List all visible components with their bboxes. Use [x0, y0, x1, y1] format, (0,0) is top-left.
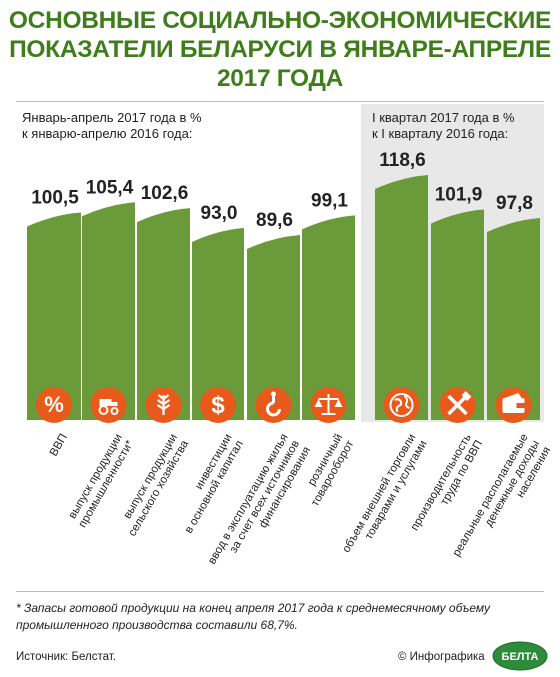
bottom-rule: [16, 591, 544, 592]
svg-text:БЕЛТА: БЕЛТА: [502, 651, 539, 663]
left-subtitle: Январь-апрель 2017 года в % к январю-апр…: [22, 110, 202, 142]
tractor-icon-glyph: [98, 399, 119, 415]
bar-value-label: 93,0: [201, 203, 238, 224]
title-line-2: ПОКАЗАТЕЛИ БЕЛАРУСИ В ЯНВАРЕ-АПРЕЛЕ: [9, 36, 551, 63]
page-title: ОСНОВНЫЕ СОЦИАЛЬНО-ЭКОНОМИЧЕСКИЕ ПОКАЗАТ…: [0, 6, 560, 93]
bar-value-label: 89,6: [256, 210, 293, 231]
bar-value-label: 102,6: [141, 183, 189, 204]
bar: [375, 175, 428, 420]
left-subtitle-line-2: к январю-апрелю 2016 года:: [22, 126, 193, 141]
scales-icon-glyph: [314, 394, 343, 415]
right-subtitle-line-1: I квартал 2017 года в %: [372, 110, 515, 125]
bar-value-label: 105,4: [86, 177, 134, 198]
crane-hook-icon: [255, 387, 292, 423]
svg-text:$: $: [211, 392, 225, 419]
bar: [192, 227, 244, 420]
bar: [27, 212, 81, 420]
bar-value-label: 97,8: [496, 193, 533, 214]
dollar-icon-glyph: $: [211, 392, 225, 419]
wheat-icon-glyph: [156, 394, 171, 415]
title-line-1: ОСНОВНЫЕ СОЦИАЛЬНО-ЭКОНОМИЧЕСКИЕ: [8, 7, 552, 34]
belta-logo: БЕЛТА: [492, 641, 548, 671]
title-line-3: 2017 ГОДА: [216, 65, 344, 92]
infographic-credit: © Инфографика: [398, 651, 485, 663]
dollar-icon: [200, 387, 236, 423]
left-subtitle-line-1: Январь-апрель 2017 года в %: [22, 110, 202, 125]
wallet-icon-glyph: [502, 393, 526, 413]
bar-chart: 100,5% 105,4 102,6 93,0 $89,6 99,1 118,6 101,9 9…: [27, 150, 540, 423]
crane-hook-icon-glyph: [266, 391, 281, 417]
percent-icon: [36, 387, 72, 423]
bar: [302, 215, 355, 420]
percent-icon-glyph: %: [44, 392, 64, 417]
bar: [487, 218, 540, 420]
bar: [431, 209, 484, 420]
globe-icon-glyph: [389, 393, 414, 417]
bar: [137, 208, 190, 420]
bar-value-label: 100,5: [31, 187, 79, 208]
bar: [82, 202, 135, 420]
bar-value-label: 118,6: [379, 150, 426, 171]
footnote: * Запасы готовой продукции на конец апре…: [16, 601, 491, 632]
bar-value-label: 99,1: [311, 190, 348, 211]
bar-value-label: 101,9: [435, 185, 483, 206]
bar: [247, 235, 300, 420]
right-subtitle-line-2: к I кварталу 2016 года:: [372, 126, 509, 141]
tools-icon-glyph: [447, 391, 472, 416]
source-text: Источник: Белстат.: [16, 651, 116, 663]
right-subtitle: I квартал 2017 года в % к I кварталу 201…: [372, 110, 515, 142]
svg-text:%: %: [44, 392, 64, 417]
top-rule: [16, 101, 544, 102]
